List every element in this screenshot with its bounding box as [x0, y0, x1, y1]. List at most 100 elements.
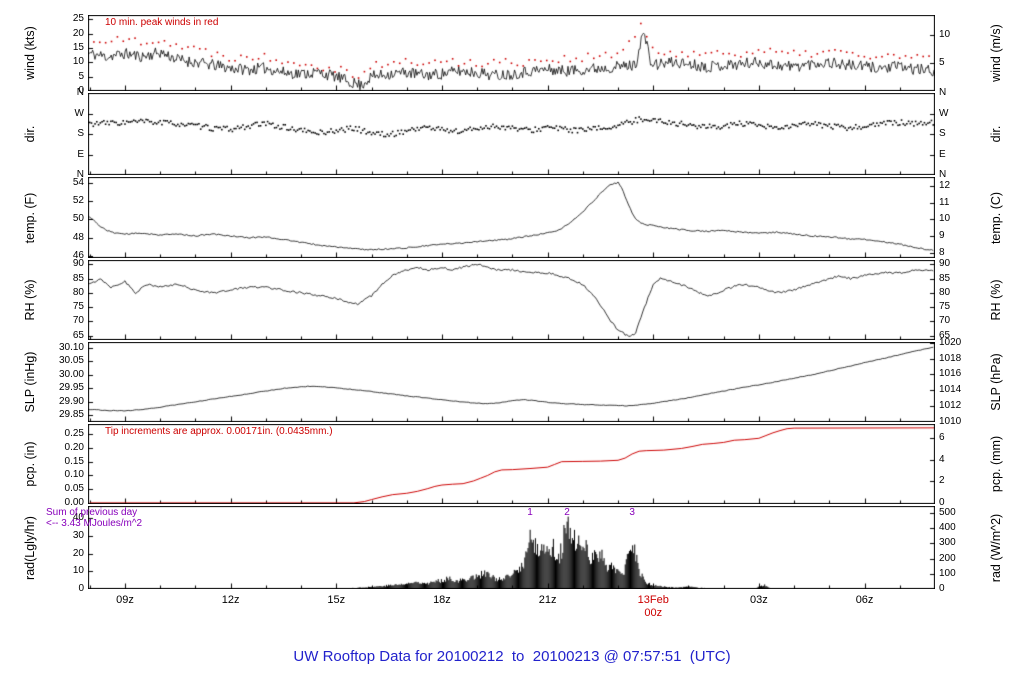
pcp-left-tick-label: 0.05 [64, 483, 84, 495]
x-tick-date-line2: 00z [644, 607, 663, 619]
slp-right-tick-label: 1016 [939, 368, 962, 380]
rh-plot-canvas [88, 260, 935, 340]
x-tick-label-06z: 06z [855, 594, 874, 606]
rad-marker-3: 3 [629, 507, 635, 518]
slp-left-tick-label: 30.00 [58, 368, 84, 380]
wind-left-tick-label: 0 [78, 85, 84, 96]
temp-right-tick-label: 9 [939, 229, 945, 241]
rad-right-tick-label: 500 [939, 507, 956, 519]
slp-right-tick-label: 1018 [939, 352, 962, 364]
wind-annotation: 10 min. peak winds in red [105, 17, 219, 28]
panel-pcp: pcp. (in) pcp. (mm) 0.00 0.05 0.10 0.15 0.20 0.… [0, 424, 1024, 508]
pcp-right-tick-label: 4 [939, 453, 945, 465]
dir-left-tick-label: N [76, 87, 84, 98]
rh-right-tick-label: 75 [939, 301, 951, 313]
temp-left-tick-label: 54 [72, 176, 84, 188]
x-tick-label-03z: 03z [750, 594, 768, 606]
rh-right-tick-label: 70 [939, 315, 951, 327]
pcp-plot-canvas [88, 424, 935, 504]
x-tick-label-12z: 12z [221, 594, 240, 606]
panel-slp: SLP (inHg) SLP (hPa) 29.85 29.90 29.95 30.00 3… [0, 337, 1024, 427]
dir-right-tick-label: E [939, 148, 946, 160]
panel-rh: RH (%) RH (%) 65 70 75 80 85 90 65 70 75 80 85 90 [0, 258, 1024, 341]
slp-left-tick-label: 30.05 [58, 355, 84, 367]
rad-left-tick-label: 40 [72, 512, 84, 524]
x-axis-labels: 09z 12z 15z 18z 21z 03z 06z 13Feb 00z [0, 592, 1024, 636]
rh-left-tick-label: 70 [72, 315, 84, 327]
pcp-left-tick-label: 0.15 [64, 455, 84, 467]
dir-left-tick-label: E [77, 148, 84, 160]
pcp-right-tick-label: 0 [939, 496, 945, 508]
rad-right-tick-label: 200 [939, 552, 956, 564]
x-tick-label-15z: 15z [327, 594, 346, 606]
wind-left-tick-label: 5 [78, 70, 84, 82]
temp-right-tick-label: 12 [939, 180, 951, 192]
slp-plot-canvas [88, 342, 935, 422]
temp-right-tick-label: 10 [939, 213, 951, 225]
slp-left-tick-label: 29.90 [58, 395, 84, 407]
dir-left-tick-label: W [74, 107, 84, 119]
pcp-right-tick-label: 2 [939, 475, 945, 487]
pcp-left-tick-label: 0.25 [64, 428, 84, 440]
wind-left-tick-label: 15 [72, 41, 84, 53]
dir-plot-canvas [88, 93, 935, 175]
temp-left-tick-label: 50 [72, 213, 84, 225]
pcp-left-tick-label: 0.00 [64, 496, 84, 508]
rad-marker-2: 2 [564, 507, 570, 518]
x-tick-label-09z: 09z [116, 594, 134, 606]
panel-temp: temp. (F) temp. (C) 46 48 50 52 54 8 9 10 11 12 [0, 176, 1024, 262]
wind-right-tick-label: 10 [939, 29, 951, 41]
panel-rad: rad(Lgly/hr) rad (W/m^2) 0 10 20 30 40 0 100 200 3… [0, 506, 1024, 594]
pcp-annotation: Tip increments are approx. 0.00171in. (0… [105, 426, 333, 437]
pcp-left-tick-label: 0.20 [64, 441, 84, 453]
pcp-left-tick-label: 0.10 [64, 469, 84, 481]
slp-left-tick-label: 29.95 [58, 382, 84, 394]
panel-wind: wind (kts) wind (m/s) 0 5 10 15 20 25 5 10 10 min.… [0, 13, 1024, 96]
rh-right-tick-label: 90 [939, 258, 951, 270]
rad-right-tick-label: 400 [939, 522, 956, 534]
temp-plot-canvas [88, 177, 935, 258]
slp-right-tick-label: 1014 [939, 384, 962, 396]
temp-right-tick-label: 11 [939, 196, 950, 208]
wind-right-tick-label: 5 [939, 57, 945, 69]
dir-left-tick-label: N [76, 169, 84, 180]
rad-annotation: Sum of previous day [46, 507, 138, 518]
rh-right-tick-label: 80 [939, 286, 951, 298]
wind-left-tick-label: 10 [72, 56, 84, 68]
x-tick-date-line1: 13Feb [637, 594, 669, 606]
slp-right-tick-label: 1010 [939, 416, 962, 427]
rad-left-tick-label: 30 [72, 530, 84, 542]
chart-title: UW Rooftop Data for 20100212 to 20100213… [293, 648, 731, 665]
dir-right-tick-label: N [939, 169, 947, 180]
x-tick-label-date: 13Feb 00z [638, 594, 669, 620]
slp-right-tick-label: 1020 [939, 336, 962, 348]
temp-right-tick-label: 8 [939, 246, 945, 258]
panel-dir: dir. dir. N E S W N N E S W N [0, 87, 1024, 180]
x-tick-label-21z: 21z [538, 594, 557, 606]
dir-right-tick-label: N [939, 87, 947, 98]
wind-plot-canvas [88, 15, 935, 91]
rad-left-tick-label: 20 [72, 547, 84, 559]
rh-left-tick-label: 90 [72, 258, 84, 270]
dir-left-tick-label: S [77, 128, 84, 139]
rh-left-tick-label: 80 [72, 286, 84, 298]
rad-left-tick-label: 0 [78, 583, 84, 594]
slp-left-tick-label: 29.85 [58, 409, 84, 421]
rad-right-tick-label: 0 [939, 583, 945, 594]
temp-left-tick-label: 48 [72, 231, 84, 243]
rh-left-tick-label: 85 [72, 272, 84, 284]
rh-right-tick-label: 65 [939, 329, 951, 341]
rad-left-tick-label: 10 [72, 565, 84, 577]
rh-right-axis-title: RH (%) [989, 279, 1003, 321]
wind-left-tick-label: 25 [72, 13, 84, 25]
temp-left-tick-label: 46 [72, 250, 84, 262]
slp-left-tick-label: 30.10 [58, 341, 84, 353]
temp-left-tick-label: 52 [72, 194, 84, 206]
rh-left-axis-title: RH (%) [23, 279, 37, 321]
rh-right-tick-label: 85 [939, 272, 951, 284]
x-tick-label-18z: 18z [433, 594, 451, 606]
rad-marker-1: 1 [527, 507, 533, 518]
rh-left-tick-label: 65 [72, 329, 84, 341]
pcp-right-tick-label: 6 [939, 431, 945, 443]
